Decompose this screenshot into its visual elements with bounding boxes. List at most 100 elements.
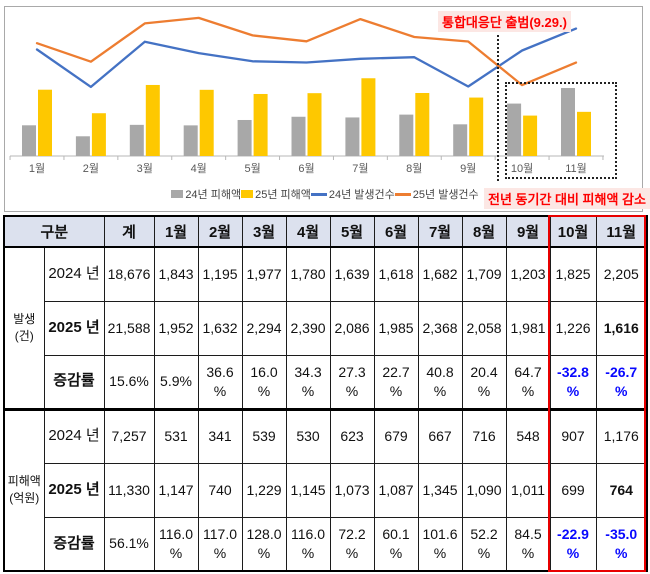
table-cell: 341 [197,407,243,464]
legend-label: 24년 발생건수 [328,189,395,201]
table-cell: -35.0 % [595,516,648,572]
table-cell: 1,226 [549,300,597,356]
line-25년 발생건수 [35,16,578,87]
table-cell: 1,087 [373,462,419,518]
table-cell: 7,257 [103,407,155,464]
table-row: 발생 (건) 2024 년 18,676 1,843 1,195 1,977 1,780 1,… [3,246,648,410]
table-cell: 101.6 % [417,516,463,572]
table-cell: 1,195 [197,246,243,302]
col-header-1월: 1월 [153,215,199,248]
x-tick-label-4월: 4월 [191,162,207,175]
table-cell: 117.0 % [197,516,243,572]
annotation-damage-decrease: 전년 동기간 대비 피해액 감소 [484,188,650,209]
table-cell: 530 [285,407,331,464]
table-cell: -26.7 % [595,354,648,410]
table-cell: 2,368 [417,300,463,356]
x-tick-label-5월: 5월 [244,162,260,175]
table-cell: 1,639 [329,246,375,302]
table-header-row: 구분 계 1월 2월 3월 4월 5월 6월 7월 8월 9월 10월 11월 [3,215,648,248]
table-cell: 531 [153,407,199,464]
group-label: 발생 (건) [3,246,45,410]
x-tick-label-1월: 1월 [29,162,45,175]
table-cell: 716 [461,407,507,464]
col-header-7월: 7월 [417,215,463,248]
table-row: 증감률 56.1% 116.0 % 117.0 % 128.0 % 116.0 % 72.2… [4,516,648,572]
stats-table: 구분 계 1월 2월 3월 4월 5월 6월 7월 8월 9월 10월 11월 발생 (건) 2024 … [3,215,649,572]
col-header-gubun: 구분 [3,215,105,248]
table-cell: 56.1% [103,516,155,572]
bar-25년 피해액-3월 [145,84,160,156]
combo-chart: 1월 2월 3월 4월 5월 6월 7월 8월 9월 10월 11월 통합대응단 출범(9.29.)… [0,0,650,213]
bar-24년 피해액-6월 [291,116,306,156]
row-label: 2025 년 [43,300,105,356]
col-header-8월: 8월 [461,215,507,248]
bar-25년 피해액-8월 [415,92,430,156]
table-cell: 21,588 [103,300,155,356]
table-cell: 679 [373,407,419,464]
table-cell: 1,176 [595,407,648,464]
bar-25년 피해액-11월 [577,111,591,156]
bar-24년 피해액-8월 [399,114,414,156]
table-row: 2025 년 21,588 1,952 1,632 2,294 2,390 2,086 1,9… [4,300,648,356]
bar-24년 피해액-10월 [507,103,522,156]
table-cell: 1,145 [285,462,331,518]
table-cell: 623 [329,407,375,464]
legend-item-0: 24년 피해액 [171,186,241,202]
x-tick-label-9월: 9월 [460,162,476,175]
table-cell: 2,294 [241,300,287,356]
legend-item-2: 24년 발생건수 [310,186,395,202]
table-cell: 2,205 [595,246,648,302]
table-cell: 1,618 [373,246,419,302]
table-row: 증감률 15.6% 5.9% 36.6 % 16.0 % 34.3 % 27.3 % 22.7… [4,354,648,410]
bar-24년 피해액-3월 [129,124,144,156]
x-tick-label-6월: 6월 [298,162,314,175]
legend-label: 24년 피해액 [185,189,242,201]
table-cell: 548 [505,407,551,464]
x-tick-label-7월: 7월 [352,162,368,175]
row-label: 증감률 [43,516,105,572]
bar-25년 피해액-2월 [91,113,106,156]
col-header-4월: 4월 [285,215,331,248]
col-header-계: 계 [103,215,155,248]
col-header-10월: 10월 [549,215,597,248]
table-cell: 699 [549,462,597,518]
x-tick-label-8월: 8월 [406,162,422,175]
bar-25년 피해액-1월 [38,89,52,156]
table-cell: 1,709 [461,246,507,302]
x-tick-label-3월: 3월 [137,162,153,175]
table-cell: 1,090 [461,462,507,518]
table-cell: 52.2 % [461,516,507,572]
group-label: 피해액 (억원) [3,407,45,572]
bar-24년 피해액-4월 [183,125,198,156]
col-header-3월: 3월 [241,215,287,248]
legend-item-1: 25년 피해액 [241,186,311,202]
legend-label: 25년 발생건수 [412,189,479,201]
table-cell: 1,843 [153,246,199,302]
bar-24년 피해액-5월 [237,119,252,156]
table-cell: 36.6 % [197,354,243,410]
table-cell: 1,011 [505,462,551,518]
table-cell: 1,682 [417,246,463,302]
legend-swatch-square [241,190,254,198]
table-cell: 2,058 [461,300,507,356]
table-cell: 1,825 [549,246,597,302]
table-cell: 1,073 [329,462,375,518]
table-cell: 740 [197,462,243,518]
table-cell: 116.0 % [285,516,331,572]
table-cell: 11,330 [103,462,155,518]
line-24년 발생건수 [35,27,578,89]
bar-25년 피해액-6월 [307,93,322,156]
table-cell: -32.8 % [549,354,597,410]
col-header-9월: 9월 [505,215,551,248]
row-label: 2024 년 [43,407,105,464]
table-cell: 1,203 [505,246,551,302]
legend-swatch-line [394,192,411,196]
legend-label: 25년 피해액 [255,189,311,201]
highlight-dotted-box [505,82,617,179]
legend-swatch-line [310,192,327,196]
table-cell: 539 [241,407,287,464]
col-header-2월: 2월 [197,215,243,248]
bar-25년 피해액-9월 [469,97,484,156]
table-cell: 1,147 [153,462,199,518]
